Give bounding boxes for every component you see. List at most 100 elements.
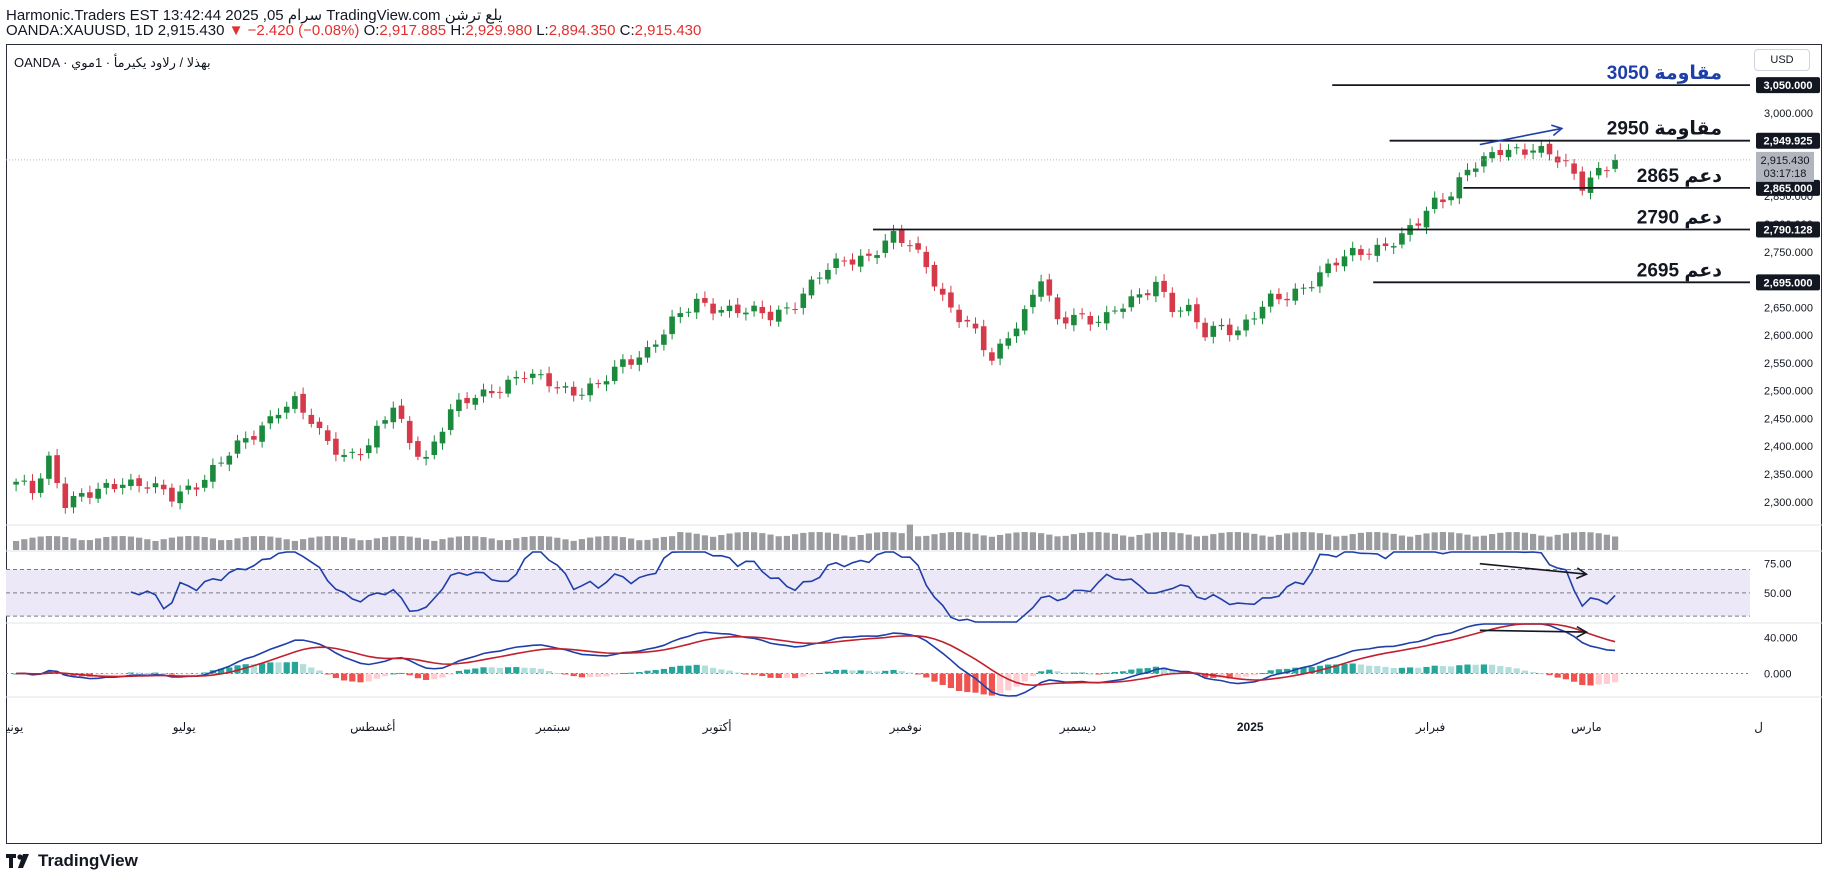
macd-histogram-bar: [127, 672, 134, 674]
volume-bar: [693, 533, 700, 550]
candle-body: [398, 405, 405, 419]
volume-bar: [1210, 534, 1217, 550]
candle-body: [406, 420, 413, 444]
candle-body: [251, 436, 257, 440]
volume-bar: [669, 536, 676, 550]
macd-histogram-bar: [1587, 673, 1594, 686]
candle-body: [1038, 281, 1044, 297]
macd-histogram-bar: [1103, 672, 1110, 674]
candle-body: [365, 445, 372, 454]
candle-body: [1423, 210, 1430, 228]
macd-histogram-bar: [529, 668, 536, 674]
footer-brand[interactable]: TradingView: [6, 851, 138, 871]
macd-histogram-bar: [1571, 673, 1578, 682]
x-axis-label: يوليو: [172, 720, 196, 735]
volume-bar: [209, 538, 216, 550]
volume-bar: [62, 537, 69, 550]
macd-histogram-bar: [726, 670, 733, 674]
rsi-tick-label: 75.00: [1764, 559, 1792, 571]
macd-histogram-bar: [939, 673, 946, 685]
volume-bar: [660, 536, 667, 550]
candle-body: [1161, 280, 1167, 292]
macd-histogram-bar: [1603, 673, 1610, 684]
macd-histogram-bar: [496, 667, 503, 674]
macd-histogram-bar: [1407, 667, 1414, 674]
volume-bar: [1259, 535, 1266, 550]
volume-bar: [1603, 534, 1610, 550]
candle-body: [521, 378, 528, 380]
macd-histogram-bar: [1423, 666, 1430, 674]
macd-histogram-bar: [1308, 667, 1315, 674]
macd-histogram-bar: [332, 673, 339, 679]
macd-histogram-bar: [13, 673, 20, 675]
volume-bar: [29, 537, 36, 550]
macd-histogram-bar: [1505, 667, 1512, 674]
volume-bar: [710, 536, 717, 550]
y-tick-label: 2,400.000: [1764, 441, 1813, 453]
macd-histogram-bar: [1366, 665, 1373, 674]
volume-bar: [1111, 533, 1118, 550]
macd-histogram-bar: [464, 669, 471, 674]
macd-histogram-bar: [693, 664, 700, 674]
volume-bar: [734, 532, 741, 550]
macd-histogram-bar: [1439, 666, 1446, 674]
level-price-tag-text: 2,865.000: [1764, 183, 1813, 195]
divergence-arrow-head: [1576, 625, 1589, 638]
volume-bar: [578, 539, 585, 550]
candle-body: [1300, 287, 1307, 289]
volume-bar: [291, 540, 298, 550]
divergence-arrow-line: [1479, 629, 1587, 633]
volume-bar: [185, 536, 192, 550]
volume-bar: [1029, 532, 1036, 550]
candle-body: [874, 255, 880, 258]
currency-button[interactable]: USD: [1754, 49, 1810, 71]
macd-histogram-bar: [136, 672, 143, 674]
volume-bar: [1234, 532, 1241, 550]
candle-body: [1202, 322, 1208, 338]
candle-body: [628, 359, 634, 365]
candle-body: [1390, 246, 1397, 248]
macd-histogram-bar: [373, 673, 380, 679]
candle-body: [1030, 294, 1036, 308]
candle-body: [1415, 223, 1422, 226]
macd-histogram-bar: [1128, 669, 1135, 674]
volume-bar: [1579, 532, 1586, 550]
x-axis-label: أغسطس: [350, 719, 395, 735]
macd-histogram-bar: [628, 672, 635, 674]
level-label: مقاومة 3050: [1607, 63, 1722, 84]
candle-body: [1538, 145, 1545, 153]
candle-body: [587, 383, 593, 396]
volume-bar: [45, 536, 52, 550]
macd-histogram-bar: [1251, 673, 1258, 676]
volume-bar: [13, 541, 20, 550]
volume-bar: [398, 536, 405, 550]
candle-body: [1259, 306, 1266, 319]
candle-body: [956, 309, 962, 323]
macd-histogram-bar: [1259, 673, 1266, 675]
candle-body: [1071, 314, 1077, 326]
macd-histogram-bar: [816, 673, 823, 675]
volume-bar: [751, 532, 758, 550]
volume-bar: [742, 532, 749, 550]
candle-body: [1595, 167, 1602, 176]
macd-histogram-bar: [414, 673, 421, 679]
volume-bar: [685, 532, 692, 550]
macd-histogram-bar: [595, 673, 602, 677]
macd-histogram-bar: [1054, 671, 1061, 674]
candle-body: [37, 478, 44, 493]
volume-bar: [808, 532, 815, 550]
candle-body: [1120, 308, 1126, 312]
volume-bar: [1185, 534, 1192, 550]
last-price-tag-text: 2,915.430: [1761, 155, 1810, 167]
chart-canvas[interactable]: 3,000.0002,950.0002,900.0002,850.0002,80…: [6, 44, 1822, 844]
last-price-tag: [1756, 151, 1814, 182]
candle-body: [1284, 298, 1290, 301]
macd-histogram-bar: [1448, 666, 1455, 674]
candle-body: [464, 397, 470, 404]
candle-body: [1587, 177, 1594, 193]
candle-body: [54, 455, 60, 484]
candle-body: [1079, 313, 1085, 315]
candle-body: [636, 357, 643, 365]
candle-body: [1448, 196, 1454, 201]
volume-bar: [488, 538, 495, 550]
